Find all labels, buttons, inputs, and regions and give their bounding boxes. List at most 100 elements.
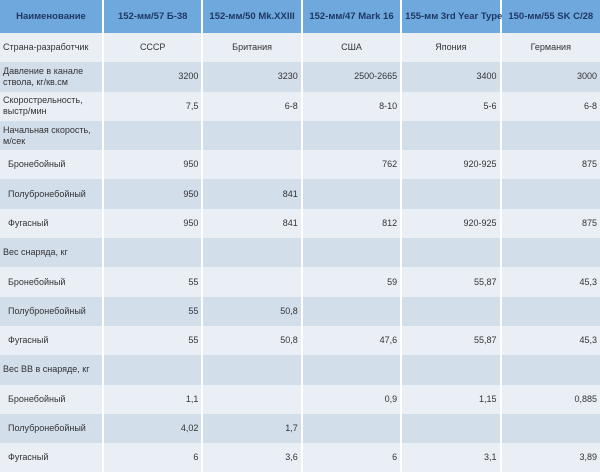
- row-label: Полубронебойный: [0, 413, 104, 444]
- value-cell: 7,5: [103, 91, 204, 121]
- value-cell: 0,9: [301, 384, 403, 414]
- value-cell: 55,87: [401, 325, 502, 356]
- value-cell: [500, 120, 600, 151]
- value-cell: [401, 296, 502, 326]
- value-cell: 59: [301, 267, 403, 297]
- value-cell: 3200: [103, 62, 204, 92]
- value-cell: 875: [500, 208, 600, 239]
- table-row: Фугасный 6 3,6 6 3,1 3,89: [0, 443, 600, 472]
- header-cell: 152-мм/57 Б-38: [103, 0, 204, 33]
- value-cell: 3,6: [202, 443, 303, 472]
- value-cell: 950: [103, 208, 204, 239]
- table-row: Бронебойный 1,1 0,9 1,15 0,885: [0, 384, 600, 414]
- row-label: Фугасный: [0, 325, 104, 356]
- value-cell: 841: [202, 179, 303, 209]
- value-cell: 45,3: [500, 267, 600, 297]
- row-label: Скорострельность, выстр/мин: [0, 91, 104, 121]
- value-cell: США: [301, 33, 403, 63]
- value-cell: СССР: [103, 33, 204, 63]
- value-cell: 2500-2665: [301, 62, 403, 92]
- value-cell: 4,02: [103, 413, 204, 444]
- value-cell: [500, 355, 600, 385]
- table-row: Полубронебойный 950 841: [0, 179, 600, 209]
- row-label: Полубронебойный: [0, 296, 104, 326]
- value-cell: 0,885: [500, 384, 600, 414]
- value-cell: 50,8: [202, 325, 303, 356]
- table-row: Полубронебойный 4,02 1,7: [0, 413, 600, 444]
- header-cell: 152-мм/50 Mk.XXIII: [202, 0, 303, 33]
- value-cell: 5-6: [401, 91, 502, 121]
- value-cell: [202, 384, 303, 414]
- value-cell: [202, 267, 303, 297]
- value-cell: [301, 120, 403, 151]
- value-cell: [103, 120, 204, 151]
- header-row: Наименование 152-мм/57 Б-38 152-мм/50 Mk…: [0, 0, 600, 33]
- value-cell: [301, 355, 403, 385]
- value-cell: [301, 238, 403, 268]
- table-row: Скорострельность, выстр/мин 7,5 6-8 8-10 5-6…: [0, 91, 600, 121]
- row-label: Бронебойный: [0, 384, 104, 414]
- value-cell: 3400: [401, 62, 502, 92]
- value-cell: [500, 296, 600, 326]
- value-cell: 762: [301, 150, 403, 180]
- table-row: Давление в канале ствола, кг/кв.см 3200 32…: [0, 62, 600, 92]
- value-cell: [301, 296, 403, 326]
- value-cell: [202, 120, 303, 151]
- table-row: Страна-разработчик СССР Британия США Япония Г…: [0, 33, 600, 63]
- value-cell: Япония: [401, 33, 502, 63]
- value-cell: 841: [202, 208, 303, 239]
- value-cell: 55: [103, 267, 204, 297]
- value-cell: 1,1: [103, 384, 204, 414]
- header-cell: 150-мм/55 SK C/28: [500, 0, 600, 33]
- header-cell: 152-мм/47 Mark 16: [301, 0, 403, 33]
- value-cell: [401, 238, 502, 268]
- value-cell: [500, 238, 600, 268]
- row-label: Начальная скорость, м/сек: [0, 120, 104, 151]
- value-cell: [401, 355, 502, 385]
- value-cell: 47,6: [301, 325, 403, 356]
- value-cell: [202, 150, 303, 180]
- value-cell: 3000: [500, 62, 600, 92]
- row-label: Вес ВВ в снаряде, кг: [0, 355, 104, 385]
- value-cell: 6: [301, 443, 403, 472]
- value-cell: [202, 238, 303, 268]
- value-cell: 45,3: [500, 325, 600, 356]
- value-cell: 3230: [202, 62, 303, 92]
- value-cell: [103, 238, 204, 268]
- value-cell: 55,87: [401, 267, 502, 297]
- value-cell: [500, 179, 600, 209]
- table-row: Бронебойный 55 59 55,87 45,3: [0, 267, 600, 297]
- value-cell: 6-8: [202, 91, 303, 121]
- value-cell: [401, 120, 502, 151]
- value-cell: 6-8: [500, 91, 600, 121]
- table-row: Фугасный 55 50,8 47,6 55,87 45,3: [0, 325, 600, 356]
- row-label: Фугасный: [0, 443, 104, 472]
- value-cell: [301, 179, 403, 209]
- table-row: Вес снаряда, кг: [0, 238, 600, 268]
- value-cell: [202, 355, 303, 385]
- value-cell: 50,8: [202, 296, 303, 326]
- value-cell: 812: [301, 208, 403, 239]
- row-label: Вес снаряда, кг: [0, 238, 104, 268]
- value-cell: 1,15: [401, 384, 502, 414]
- row-label: Давление в канале ствола, кг/кв.см: [0, 62, 104, 92]
- row-label: Полубронебойный: [0, 179, 104, 209]
- value-cell: 920-925: [401, 150, 502, 180]
- value-cell: [301, 413, 403, 444]
- value-cell: [401, 179, 502, 209]
- value-cell: 55: [103, 325, 204, 356]
- value-cell: 950: [103, 179, 204, 209]
- value-cell: 8-10: [301, 91, 403, 121]
- table-row: Вес ВВ в снаряде, кг: [0, 355, 600, 385]
- value-cell: Германия: [500, 33, 600, 63]
- value-cell: 950: [103, 150, 204, 180]
- table-row: Начальная скорость, м/сек: [0, 120, 600, 151]
- row-label: Бронебойный: [0, 267, 104, 297]
- value-cell: [401, 413, 502, 444]
- row-label: Фугасный: [0, 208, 104, 239]
- value-cell: 920-925: [401, 208, 502, 239]
- row-label: Страна-разработчик: [0, 33, 104, 63]
- header-cell: 155-мм 3rd Year Type: [401, 0, 502, 33]
- value-cell: 3,89: [500, 443, 600, 472]
- value-cell: 1,7: [202, 413, 303, 444]
